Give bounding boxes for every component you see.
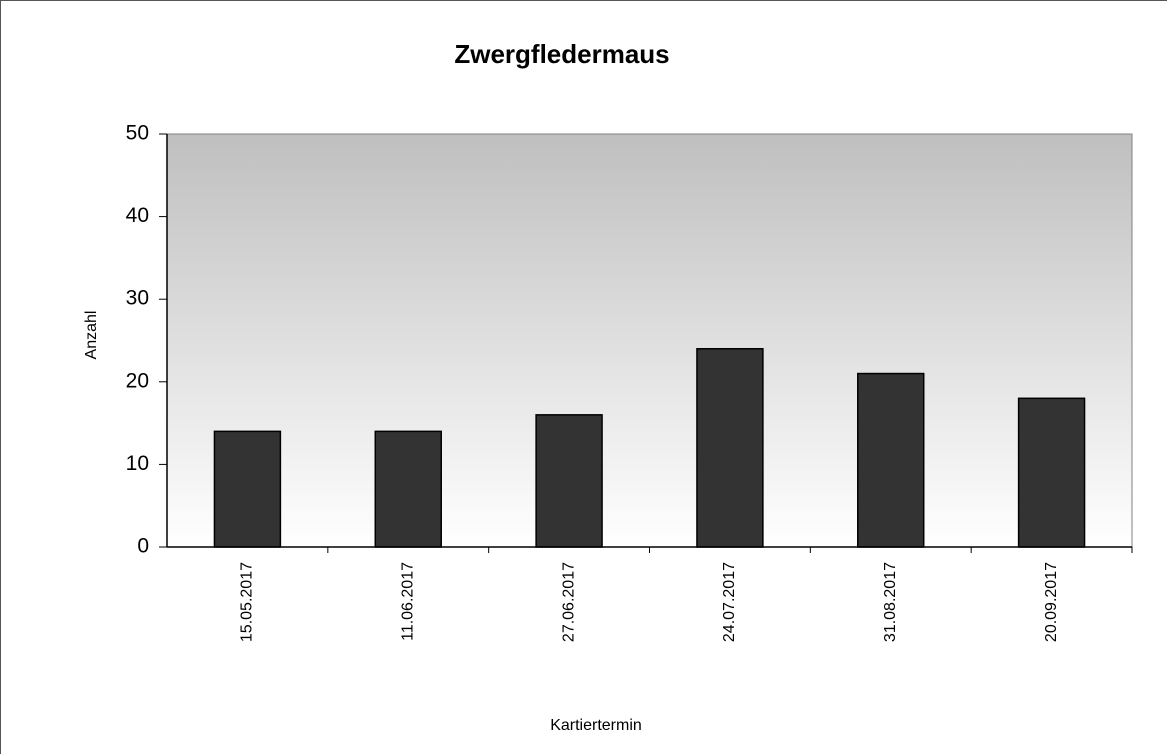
y-tick-label: 50 bbox=[126, 122, 149, 145]
x-tick-label: 31.08.2017 bbox=[882, 562, 899, 642]
bar bbox=[535, 414, 603, 548]
y-tick-label: 10 bbox=[126, 452, 149, 475]
y-tick-label: 20 bbox=[126, 369, 149, 392]
x-tick-label: 24.07.2017 bbox=[721, 562, 738, 642]
y-tick-label: 40 bbox=[126, 204, 149, 227]
bar bbox=[374, 430, 442, 548]
bar bbox=[1017, 397, 1086, 548]
plot-area bbox=[166, 133, 1133, 548]
y-tick-label: 0 bbox=[137, 535, 149, 558]
x-tick-label: 15.05.2017 bbox=[239, 562, 256, 642]
x-tick-label: 11.06.2017 bbox=[399, 562, 416, 641]
x-tick-label: 27.06.2017 bbox=[560, 562, 577, 642]
x-axis-label: Kartiertermin bbox=[550, 717, 642, 734]
chart-title: Zwergfledermaus bbox=[454, 39, 669, 69]
y-tick-label: 30 bbox=[126, 287, 149, 310]
x-tick-label: 20.09.2017 bbox=[1043, 562, 1060, 642]
bar bbox=[696, 348, 764, 548]
y-axis-label: Anzahl bbox=[83, 311, 100, 360]
bar bbox=[857, 372, 925, 548]
bar bbox=[213, 430, 282, 548]
